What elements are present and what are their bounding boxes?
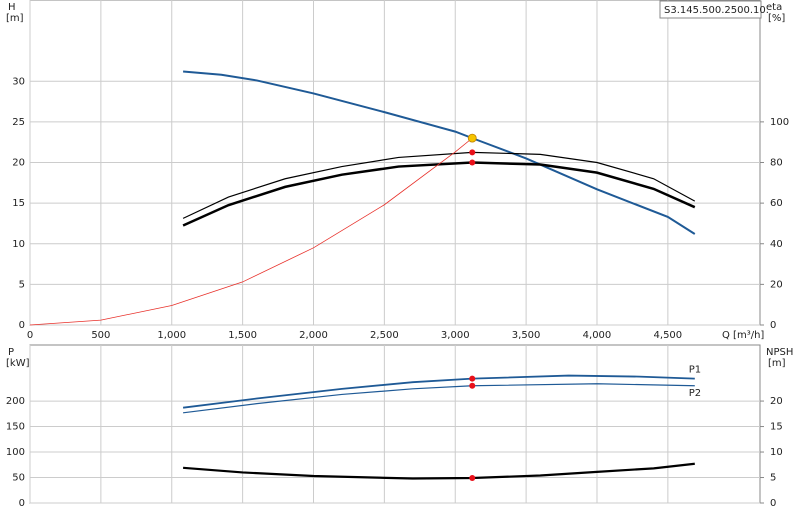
x-axis-label: Q [m³/h] (722, 330, 764, 341)
curve (183, 70, 696, 235)
y-axis-label: P (8, 347, 14, 358)
duty-point (467, 133, 477, 143)
y-axis-label: H (8, 2, 16, 13)
curve (182, 151, 696, 219)
x-tick-label: 4,500 (654, 330, 683, 341)
y2-axis-unit: [%] (768, 13, 785, 24)
plot-area (29, 344, 761, 504)
x-tick-label: 3,500 (512, 330, 541, 341)
y2-tick-label: 20 (770, 396, 783, 407)
x-tick-label: 0 (27, 330, 33, 341)
y2-axis-label: NPSH (766, 347, 793, 358)
y2-tick-label: 40 (770, 239, 783, 250)
y-tick-label: 150 (6, 422, 25, 433)
y-tick-label: 0 (19, 320, 25, 331)
y-tick-label: 0 (19, 498, 25, 509)
y2-tick-label: 20 (770, 279, 783, 290)
y2-axis-label: eta (766, 2, 782, 13)
duty-point (469, 475, 476, 482)
x-tick-label: 1,500 (228, 330, 257, 341)
y2-tick-label: 100 (770, 117, 789, 128)
curve (29, 137, 473, 326)
x-tick-label: 500 (91, 330, 110, 341)
y2-tick-label: 0 (770, 320, 776, 331)
y-tick-label: 100 (6, 447, 25, 458)
x-tick-label: 3,000 (441, 330, 470, 341)
y-tick-label: 50 (12, 473, 25, 484)
duty-point (469, 375, 476, 382)
x-tick-label: 2,000 (299, 330, 328, 341)
duty-point (469, 159, 476, 166)
y2-tick-label: 60 (770, 198, 783, 209)
box-label: S3.145.500.2500.10. (664, 5, 769, 16)
y2-tick-label: 5 (770, 473, 776, 484)
y-tick-label: 20 (12, 158, 25, 169)
y-tick-label: 30 (12, 76, 25, 87)
label-box (659, 0, 762, 19)
curve (183, 383, 695, 414)
y-tick-label: 25 (12, 117, 25, 128)
curve (182, 161, 696, 227)
curve (182, 374, 695, 409)
duty-point (469, 149, 476, 156)
y-tick-label: 200 (6, 396, 25, 407)
y-tick-label: 5 (19, 279, 25, 290)
y2-tick-label: 0 (770, 498, 776, 509)
y2-axis-unit: [m] (768, 358, 786, 369)
series-label: P1 (689, 365, 701, 376)
y2-tick-label: 10 (770, 447, 783, 458)
y2-tick-label: 80 (770, 158, 783, 169)
series-label: P2 (689, 388, 701, 399)
y-tick-label: 15 (12, 198, 25, 209)
duty-point (469, 382, 476, 389)
y2-tick-label: 15 (770, 422, 783, 433)
y-axis-unit: [m] (6, 13, 24, 24)
x-tick-label: 2,500 (370, 330, 399, 341)
x-tick-label: 1,000 (157, 330, 186, 341)
x-tick-label: 4,000 (583, 330, 612, 341)
y-axis-unit: [kW] (6, 358, 30, 369)
y-tick-label: 10 (12, 239, 25, 250)
